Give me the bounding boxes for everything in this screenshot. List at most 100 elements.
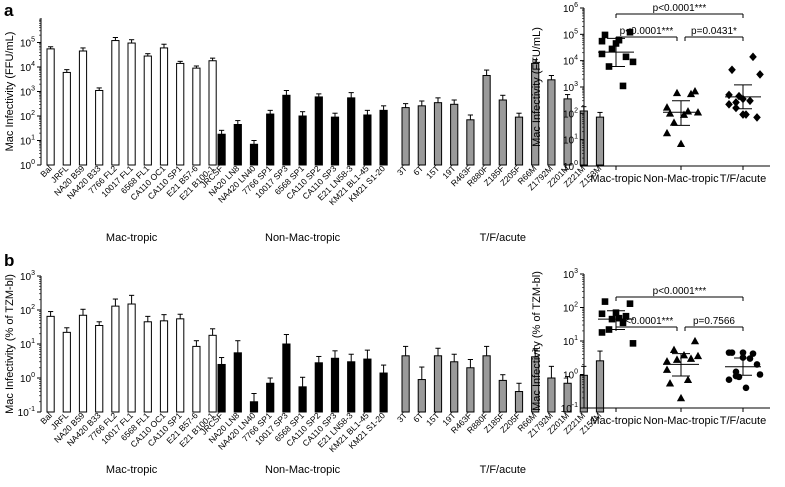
data-point bbox=[598, 50, 606, 58]
bar bbox=[482, 355, 491, 413]
bar bbox=[159, 320, 169, 413]
y-tick-label: 101 bbox=[20, 338, 35, 351]
y-tick-label: 105 bbox=[20, 37, 35, 50]
panel-label-a: a bbox=[4, 1, 14, 20]
y-axis-label: Mac Infectivity (% of TZM-bl) bbox=[531, 271, 543, 411]
bar bbox=[363, 114, 372, 166]
bar bbox=[466, 367, 475, 413]
bar bbox=[282, 343, 291, 413]
bar bbox=[514, 391, 524, 413]
y-tick-label: 101 bbox=[563, 335, 578, 348]
group-label: Mac-tropic bbox=[106, 464, 158, 476]
bar bbox=[363, 358, 372, 413]
data-point bbox=[732, 368, 740, 376]
bar bbox=[176, 318, 185, 413]
data-point bbox=[725, 100, 733, 109]
p-value-label: p<0.0001*** bbox=[653, 286, 707, 297]
bar bbox=[433, 355, 443, 413]
group-label: Non-Mac-tropic bbox=[265, 232, 341, 244]
data-point bbox=[735, 91, 743, 101]
y-tick-exponent: 0 bbox=[31, 159, 35, 166]
bar bbox=[176, 62, 185, 166]
y-axis-label: Mac Infectivity (% of TZM-bl) bbox=[4, 274, 16, 414]
data-point bbox=[665, 109, 675, 117]
y-tick-label: 103 bbox=[20, 86, 35, 99]
data-point bbox=[615, 36, 623, 44]
y-tick-exponent: -1 bbox=[29, 406, 35, 413]
y-axis-label: Mac Infectivity (FFU/mL) bbox=[4, 32, 16, 152]
bar bbox=[208, 60, 217, 166]
data-point bbox=[669, 118, 679, 126]
y-tick-exponent: 5 bbox=[574, 28, 578, 35]
data-point bbox=[728, 65, 736, 75]
bar bbox=[217, 133, 226, 166]
y-tick-label: 102 bbox=[20, 110, 35, 123]
data-point bbox=[742, 384, 750, 392]
y-tick-exponent: 1 bbox=[31, 338, 35, 345]
bar bbox=[95, 325, 104, 413]
data-point bbox=[676, 393, 686, 402]
data-point bbox=[601, 31, 609, 39]
y-tick-exponent: 0 bbox=[574, 369, 578, 376]
bar bbox=[233, 352, 242, 413]
data-point bbox=[686, 89, 696, 98]
data-point bbox=[679, 110, 689, 118]
data-point bbox=[725, 90, 733, 100]
bar bbox=[417, 105, 426, 166]
p-value-label: p<0.0001*** bbox=[620, 316, 674, 327]
y-tick-exponent: 5 bbox=[31, 37, 35, 44]
x-tick-label: 15T bbox=[424, 410, 441, 427]
bar bbox=[314, 96, 323, 166]
y-tick-label: 103 bbox=[563, 268, 578, 281]
y-tick-label: 103 bbox=[20, 270, 35, 283]
data-point bbox=[662, 128, 672, 137]
y-tick-label: 104 bbox=[20, 61, 35, 74]
bar bbox=[450, 361, 459, 413]
y-tick-label: 101 bbox=[20, 135, 35, 148]
bar bbox=[192, 345, 201, 413]
data-point bbox=[622, 53, 630, 61]
data-point bbox=[756, 70, 764, 79]
bar bbox=[127, 42, 136, 166]
bar bbox=[298, 115, 307, 166]
p-value-label: p<0.0001*** bbox=[653, 3, 707, 14]
bar bbox=[563, 382, 572, 413]
data-point bbox=[626, 28, 634, 36]
bar bbox=[46, 48, 55, 166]
bar bbox=[266, 113, 275, 166]
y-tick-label: 100 bbox=[20, 372, 35, 385]
bar bbox=[282, 94, 291, 166]
bar bbox=[347, 97, 356, 166]
y-tick-exponent: 2 bbox=[574, 107, 578, 114]
y-tick-label: 104 bbox=[563, 55, 578, 68]
y-tick-exponent: 6 bbox=[574, 2, 578, 9]
x-category-label: Mac-tropic bbox=[590, 173, 642, 185]
data-point bbox=[601, 298, 609, 305]
data-point bbox=[683, 375, 693, 383]
data-point bbox=[662, 103, 672, 111]
bar bbox=[159, 47, 169, 166]
data-point bbox=[732, 103, 740, 113]
p-value-label: p<0.0001*** bbox=[620, 26, 674, 37]
y-tick-exponent: 1 bbox=[31, 135, 35, 142]
bar bbox=[466, 119, 475, 166]
bar bbox=[208, 334, 217, 413]
bar bbox=[314, 362, 323, 413]
data-point bbox=[662, 357, 672, 365]
data-point bbox=[629, 340, 637, 347]
bar bbox=[498, 99, 507, 166]
data-point bbox=[739, 349, 747, 356]
data-point bbox=[672, 88, 682, 97]
data-point bbox=[626, 300, 634, 307]
y-tick-exponent: 3 bbox=[31, 270, 35, 277]
y-tick-label: 105 bbox=[563, 28, 578, 41]
bar bbox=[450, 103, 459, 166]
y-tick-exponent: 1 bbox=[574, 335, 578, 342]
p-value-label: p=0.7566 bbox=[693, 316, 735, 327]
y-tick-label: 102 bbox=[20, 304, 35, 317]
y-tick-exponent: 2 bbox=[31, 304, 35, 311]
data-point bbox=[739, 110, 747, 119]
bar bbox=[78, 50, 88, 166]
